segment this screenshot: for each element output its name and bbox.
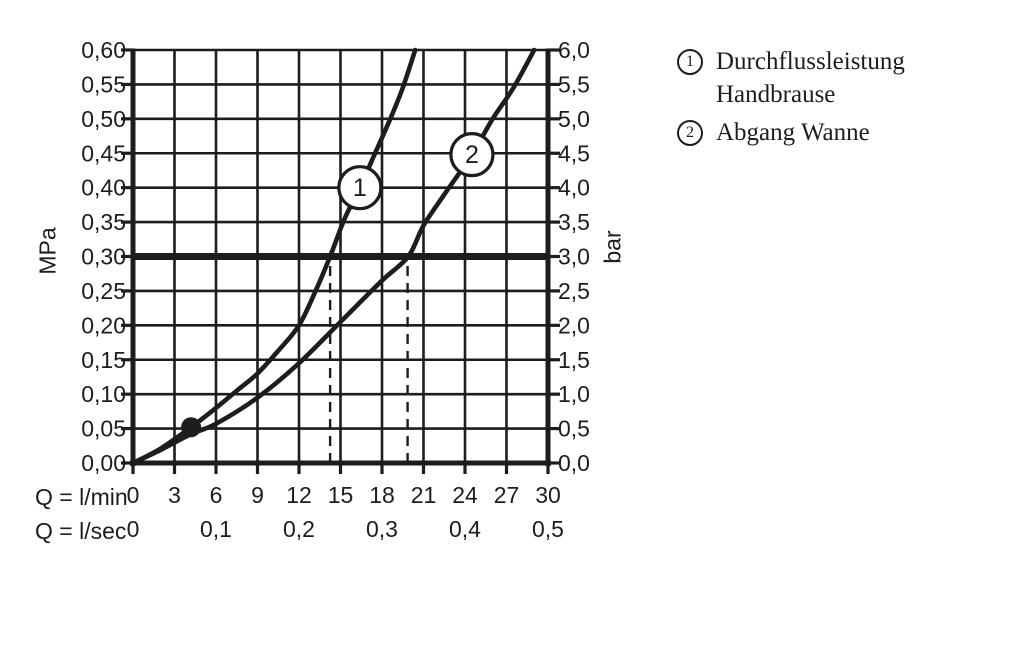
svg-text:0,35: 0,35 [81,209,126,235]
svg-text:0,3: 0,3 [366,516,398,542]
svg-text:0,10: 0,10 [81,381,126,407]
svg-text:15: 15 [328,482,354,508]
legend-label-handbrause: Durchflussleistung Handbrause [716,48,905,108]
curve-marker-2: 2 [449,132,495,178]
svg-text:3,5: 3,5 [558,209,590,235]
legend-label-wanne: Abgang Wanne [716,119,870,146]
svg-text:0,30: 0,30 [81,244,126,270]
svg-text:0,5: 0,5 [558,416,590,442]
svg-text:0,2: 0,2 [283,516,315,542]
svg-text:0,50: 0,50 [81,106,126,132]
svg-text:18: 18 [369,482,395,508]
min-flow-dot [181,417,202,438]
svg-text:0,00: 0,00 [81,450,126,476]
legend-item-wanne: 2 Abgang Wanne [677,116,958,149]
legend-circled-number-2: 2 [677,120,703,146]
svg-text:3,0: 3,0 [558,244,590,270]
svg-text:0: 0 [127,516,140,542]
x-lsec-tick-labels: 0 0,1 0,2 0,3 0,4 0,5 [127,516,564,542]
svg-text:5,0: 5,0 [558,106,590,132]
y-right-tick-labels: 6,0 5,5 5,0 4,5 4,0 3,5 3,0 2,5 2,0 1,5 1,0 0,5 0,0 [558,37,590,476]
x-axis-lmin-label: Q = l/min [35,484,128,510]
legend-item-handbrause: 1 Durchflussleistung Handbrause [677,45,958,111]
svg-text:0,1: 0,1 [200,516,232,542]
svg-text:4,0: 4,0 [558,175,590,201]
svg-text:21: 21 [411,482,437,508]
svg-text:0,05: 0,05 [81,416,126,442]
svg-text:6: 6 [210,482,223,508]
dashed-guide-lines [328,256,409,463]
right-axis-unit-label: bar [599,230,626,264]
tick-marks [121,48,560,474]
svg-text:24: 24 [452,482,478,508]
svg-text:2,5: 2,5 [558,278,590,304]
svg-text:0,5: 0,5 [532,516,564,542]
x-axis-lsec-label: Q = l/sec [35,518,127,544]
svg-text:0,60: 0,60 [81,37,126,63]
svg-text:0,25: 0,25 [81,278,126,304]
svg-text:0,0: 0,0 [558,450,590,476]
svg-text:0: 0 [127,482,140,508]
curve-1 [130,47,418,466]
svg-text:12: 12 [286,482,312,508]
svg-text:27: 27 [494,482,520,508]
svg-text:30: 30 [535,482,561,508]
svg-text:0,55: 0,55 [81,71,126,97]
x-lmin-tick-labels: 0 3 6 9 12 15 18 21 24 27 30 [127,482,561,508]
svg-text:1,0: 1,0 [558,381,590,407]
svg-text:2,0: 2,0 [558,312,590,338]
svg-text:1: 1 [353,174,367,202]
legend-circled-number-1: 1 [677,49,703,75]
svg-text:5,5: 5,5 [558,71,590,97]
svg-text:4,5: 4,5 [558,140,590,166]
svg-text:3: 3 [168,482,181,508]
svg-text:0,15: 0,15 [81,347,126,373]
svg-text:0,4: 0,4 [449,516,481,542]
svg-text:0,45: 0,45 [81,140,126,166]
svg-text:0,40: 0,40 [81,175,126,201]
svg-text:9: 9 [251,482,264,508]
svg-text:6,0: 6,0 [558,37,590,63]
left-axis-unit-label: MPa [34,227,61,275]
svg-text:0,20: 0,20 [81,312,126,338]
y-left-tick-labels: 0,60 0,55 0,50 0,45 0,40 0,35 0,30 0,25 0,20 0,15… [81,37,126,476]
curve-marker-1: 1 [337,165,383,211]
svg-text:1,5: 1,5 [558,347,590,373]
svg-text:2: 2 [465,141,479,169]
